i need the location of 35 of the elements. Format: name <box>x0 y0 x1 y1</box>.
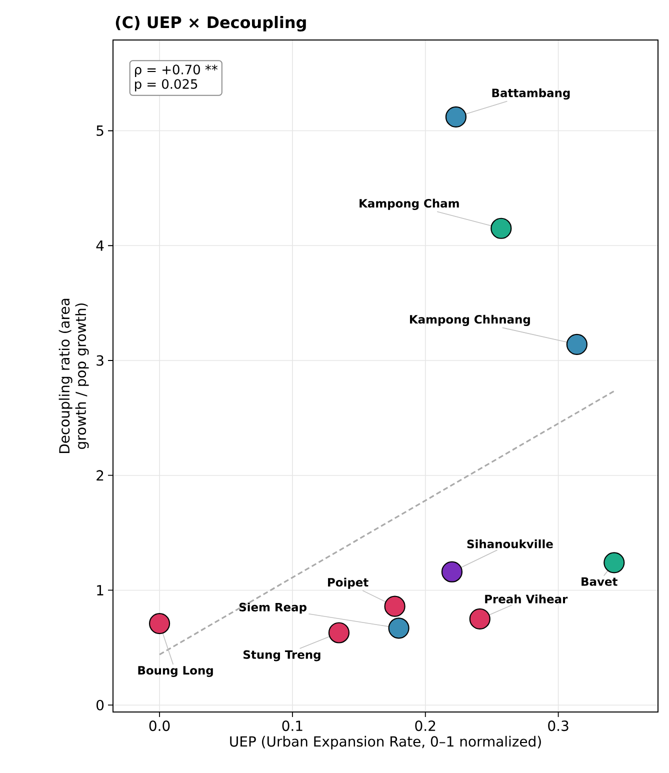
annotation: Boung Long <box>138 666 213 677</box>
chart-title: (C) UEP × Decoupling <box>116 16 306 32</box>
x-tick-label: 0.3 <box>548 720 568 732</box>
y-tick-label: 4 <box>96 240 104 251</box>
annotation: ρ = +0.70 ** <box>135 64 218 77</box>
annotation: Bavet <box>582 577 618 586</box>
point <box>445 106 467 128</box>
point <box>566 334 588 355</box>
annotation: Battambang <box>492 88 570 100</box>
annotation: p = 0.025 <box>135 79 198 92</box>
y-tick-label: 3 <box>96 355 104 366</box>
point <box>490 218 512 239</box>
annotation: Kampong Chhnang <box>410 314 530 326</box>
x-tick-label: 0.1 <box>282 720 302 732</box>
y-tick-label: 5 <box>96 126 104 136</box>
y-tick-label: 2 <box>96 470 104 481</box>
point <box>604 552 625 574</box>
x-tick-label: 0.2 <box>415 720 436 732</box>
x-tick-label: 0.0 <box>149 720 170 732</box>
point <box>328 622 350 644</box>
point <box>148 612 170 634</box>
point <box>469 608 490 630</box>
annotation: Sihanoukville <box>467 539 553 548</box>
y-tick-label: 1 <box>97 585 104 596</box>
x-axis-title: UEP (Urban Expansion Rate, 0–1 normalized) <box>230 736 541 750</box>
y-axis-title: Decoupling ratio (area growth / pop growth) <box>58 298 89 453</box>
annotation: Kampong Cham <box>360 198 459 210</box>
point <box>388 618 410 639</box>
annotation: Siem Reap <box>239 602 306 614</box>
point <box>441 561 463 582</box>
y-tick-label: 0 <box>96 700 104 710</box>
annotation: Poipet <box>328 578 368 589</box>
annotation: Preah Vihear <box>485 594 568 604</box>
annotation: Stung Treng <box>244 650 320 662</box>
point <box>384 596 406 617</box>
